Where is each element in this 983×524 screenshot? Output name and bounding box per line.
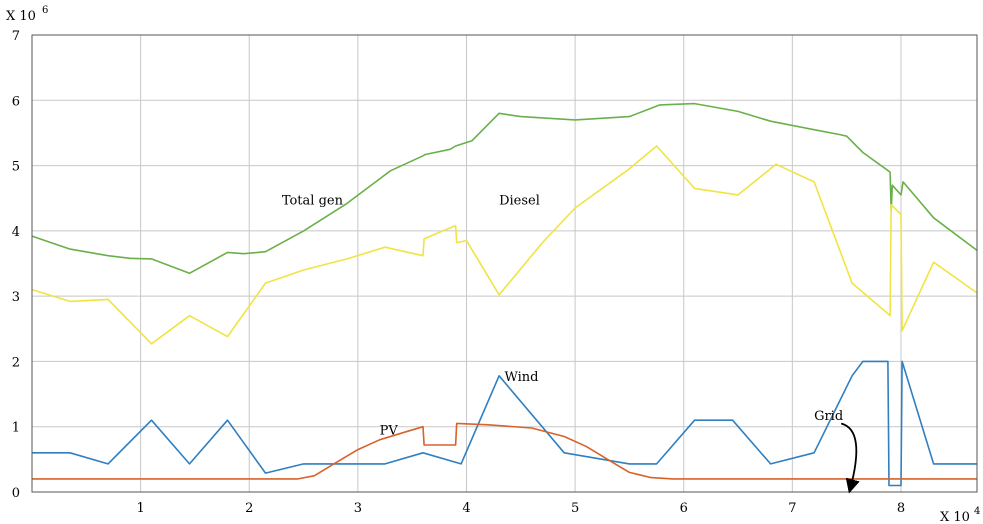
- grid-lines: [32, 35, 977, 492]
- y-tick-label: 7: [12, 29, 20, 44]
- x-tick-label: 5: [571, 501, 579, 516]
- x-tick-label: 6: [680, 501, 688, 516]
- tick-labels: 0 1 2 3 4 5 6 7 1 2 3 4 5 6 7 8: [12, 29, 905, 516]
- y-multiplier-label: X 10: [6, 9, 36, 24]
- x-tick-label: 1: [136, 501, 144, 516]
- annotation-label: Diesel: [499, 194, 540, 209]
- annotation-label: Grid: [814, 409, 843, 424]
- annotation-label: Total gen: [282, 194, 344, 209]
- x-tick-label: 4: [462, 501, 470, 516]
- x-multiplier-exponent: 4: [974, 506, 980, 517]
- y-multiplier-exponent: 6: [42, 5, 48, 16]
- series-line-2: [32, 360, 977, 487]
- y-tick-label: 3: [12, 290, 20, 305]
- series-line-1: [31, 145, 978, 345]
- y-tick-label: 5: [12, 160, 20, 175]
- x-multiplier-label: X 10: [940, 510, 970, 524]
- plot-frame: [31, 34, 978, 493]
- annotation-label: PV: [380, 424, 399, 439]
- series-line-3: [32, 422, 977, 480]
- grid-annotation-arrow: [840, 422, 860, 494]
- y-tick-label: 4: [12, 225, 20, 240]
- x-tick-label: 2: [245, 501, 253, 516]
- y-tick-label: 2: [12, 355, 20, 370]
- y-multiplier: X 10 6: [6, 5, 48, 24]
- x-tick-label: 3: [354, 501, 362, 516]
- plot-background: [32, 35, 977, 492]
- x-multiplier: X 10 4: [940, 506, 980, 524]
- series-layer: [31, 102, 978, 487]
- y-tick-label: 0: [12, 486, 20, 501]
- y-tick-label: 6: [12, 94, 20, 109]
- x-tick-label: 7: [788, 501, 796, 516]
- annotation-label: Wind: [505, 370, 539, 385]
- series-line-0: [31, 102, 978, 275]
- x-tick-label: 8: [897, 501, 905, 516]
- y-tick-label: 1: [12, 421, 20, 436]
- annotations: Total gen Diesel Wind PV Grid: [282, 194, 860, 494]
